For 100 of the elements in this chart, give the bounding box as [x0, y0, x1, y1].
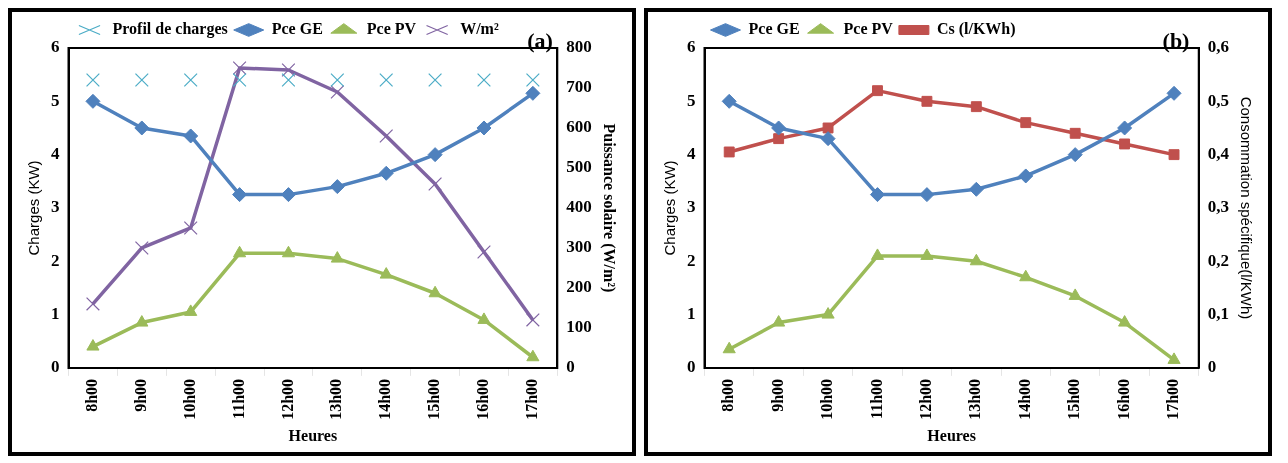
- point: [232, 61, 247, 75]
- point: [1020, 117, 1032, 129]
- y-tick-label: 3: [687, 197, 696, 217]
- point: [969, 253, 983, 266]
- x-tick-label: 10h00: [818, 378, 836, 420]
- y2-axis-title: Puissance solaire (W/m²): [600, 123, 619, 293]
- legend-label: Cs (l/KWh): [936, 20, 1016, 39]
- point: [870, 248, 885, 260]
- point: [968, 181, 984, 197]
- legend-label: Pce GE: [748, 20, 800, 38]
- x-tick-label: 16h00: [1114, 378, 1132, 420]
- point: [330, 85, 345, 99]
- x-tick-label: 9h00: [768, 378, 786, 412]
- point: [1018, 168, 1034, 184]
- y2-tick-label: 100: [566, 317, 592, 337]
- point: [233, 245, 247, 258]
- y-tick-label: 2: [51, 250, 60, 270]
- y2-tick-label: 0: [566, 357, 575, 377]
- point: [135, 315, 149, 327]
- x-tick-label: 10h00: [180, 378, 198, 420]
- x-tick-label: 11h00: [229, 378, 247, 419]
- point: [1068, 288, 1082, 300]
- y-tick-label: 5: [51, 90, 60, 110]
- point: [428, 285, 442, 298]
- y-axis-title: Charges (KW): [25, 160, 43, 256]
- legend-label: W/m²: [460, 20, 499, 38]
- point: [722, 341, 736, 354]
- y-tick-label: 4: [687, 144, 696, 164]
- y2-tick-label: 700: [566, 77, 592, 97]
- point: [85, 296, 100, 311]
- point: [281, 73, 296, 87]
- point: [721, 93, 737, 109]
- point: [771, 120, 787, 136]
- x-tick-label: 17h00: [523, 378, 540, 420]
- point: [1118, 315, 1132, 327]
- point: [281, 245, 296, 258]
- y-tick-label: 6: [51, 37, 60, 57]
- point: [134, 120, 150, 136]
- y2-tick-label: 0,6: [1207, 37, 1229, 57]
- point: [872, 85, 883, 97]
- point: [970, 101, 982, 113]
- point: [820, 131, 836, 147]
- point: [1069, 127, 1081, 139]
- point: [280, 187, 296, 203]
- y-tick-label: 6: [687, 37, 696, 57]
- legend-label: Pce PV: [843, 20, 894, 38]
- point: [85, 73, 100, 87]
- point: [1119, 138, 1131, 150]
- point: [919, 187, 935, 203]
- point: [821, 307, 835, 319]
- x-tick-label: 14h00: [1015, 378, 1033, 420]
- point: [184, 304, 198, 316]
- x-tick-label: 15h00: [1065, 378, 1083, 420]
- legend-label: Profil de charges: [112, 20, 228, 39]
- y2-tick-label: 0,3: [1207, 197, 1229, 217]
- y-tick-label: 0: [51, 357, 60, 377]
- x-tick-label: 11h00: [867, 378, 885, 419]
- x-tick-label: 15h00: [425, 378, 443, 420]
- point: [525, 312, 540, 327]
- point: [1167, 352, 1181, 364]
- point: [86, 339, 100, 351]
- x-tick-label: 17h00: [1164, 378, 1182, 420]
- y2-tick-label: 0,2: [1207, 250, 1229, 270]
- y2-tick-label: 0,5: [1207, 90, 1229, 110]
- point: [477, 312, 491, 324]
- y2-tick-label: 0,1: [1207, 303, 1229, 323]
- point: [921, 95, 933, 107]
- y2-tick-label: 600: [566, 117, 592, 137]
- y2-axis-title: Consommation spécifique(l/KWh): [1237, 96, 1255, 320]
- y2-tick-label: 200: [566, 277, 592, 297]
- point: [232, 187, 248, 203]
- y-tick-label: 5: [687, 90, 696, 110]
- point: [134, 240, 149, 255]
- point: [427, 147, 443, 163]
- x-tick-label: 14h00: [376, 378, 394, 420]
- y-tick-label: 2: [687, 250, 696, 270]
- y-tick-label: 1: [687, 303, 696, 323]
- point: [183, 73, 198, 87]
- y-tick-label: 1: [51, 303, 60, 323]
- point: [869, 187, 885, 203]
- point: [525, 73, 540, 87]
- point: [1117, 120, 1133, 136]
- legend-label: Pce GE: [271, 20, 323, 38]
- point: [772, 315, 786, 327]
- x-axis-title: Heures: [288, 426, 338, 444]
- y2-tick-label: 500: [566, 157, 592, 177]
- point: [378, 165, 394, 181]
- point: [281, 63, 296, 77]
- y-tick-label: 3: [51, 197, 60, 217]
- point: [1166, 85, 1182, 101]
- point: [773, 133, 785, 145]
- point: [330, 73, 345, 87]
- y2-tick-label: 0,4: [1207, 144, 1230, 164]
- point: [379, 267, 393, 279]
- point: [822, 122, 834, 134]
- x-tick-label: 8h00: [719, 378, 737, 412]
- point: [183, 128, 199, 144]
- y2-tick-label: 400: [566, 197, 592, 217]
- point: [1168, 149, 1180, 161]
- y-axis-title: Charges (KW): [661, 160, 679, 256]
